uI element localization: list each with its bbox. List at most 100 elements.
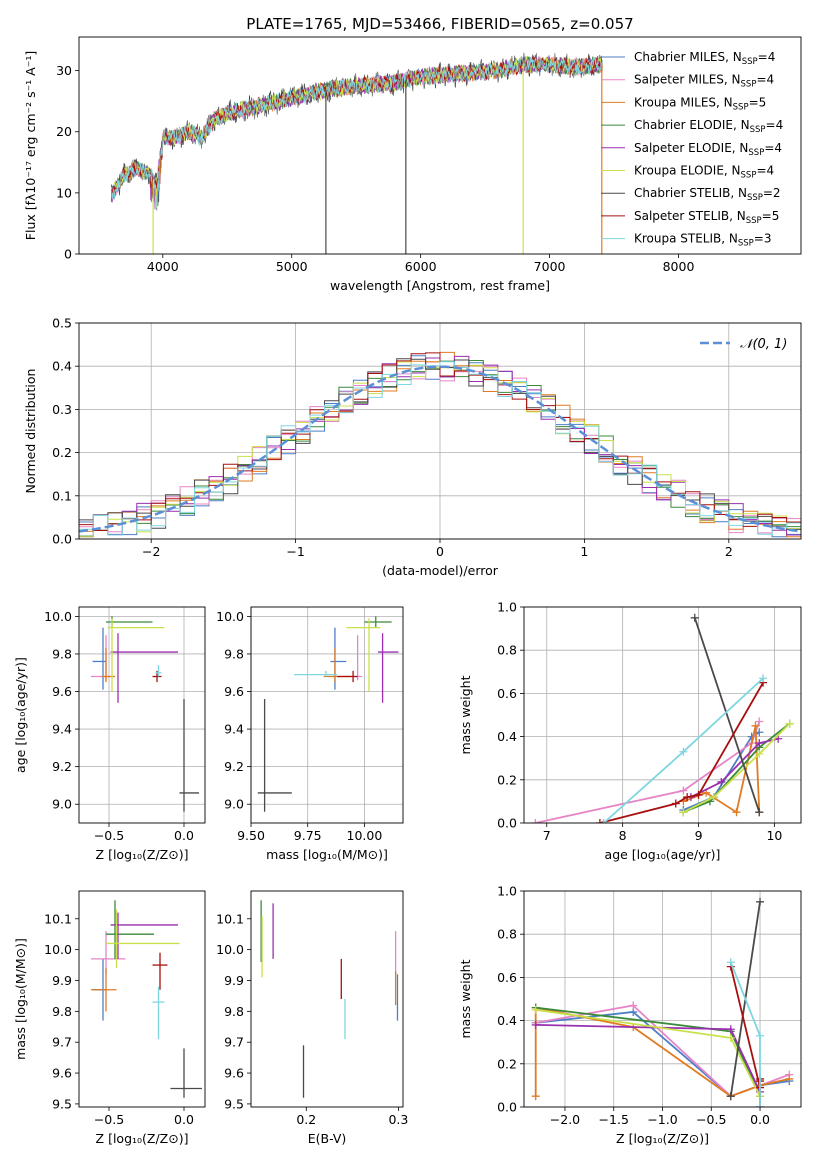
weight_vs_age-plot-area [531, 613, 794, 823]
y-tick-label: 0.4 [497, 1013, 517, 1028]
y-tick-label: 9.8 [52, 1004, 72, 1019]
errorbar-point-0 [92, 627, 106, 690]
x-tick-label: −0.5 [94, 828, 124, 843]
y-tick-label: 9.4 [52, 722, 72, 737]
x-tick-label: 0.0 [174, 1112, 194, 1127]
y-axis-label: Normed distribution [23, 369, 38, 494]
y-tick-label: 9.8 [52, 646, 72, 661]
errorbar-point-3 [106, 900, 154, 959]
errorbar-point-1 [91, 635, 111, 681]
y-axis-label: mass weight [458, 675, 473, 754]
y-tick-label: 0.2 [497, 772, 517, 787]
weight-marker [756, 1031, 765, 1040]
axes-frame [78, 322, 802, 540]
spectrum-line-8 [110, 56, 603, 212]
y-tick-label: 9.4 [224, 722, 244, 737]
x-tick-label: −1 [286, 544, 304, 559]
errorbar-point-2 [101, 648, 115, 683]
weight-marker [694, 790, 703, 799]
y-tick-label: 0.8 [497, 927, 517, 942]
y-tick-label: 0.4 [52, 359, 72, 374]
weight-marker [679, 808, 688, 817]
age_vs_mass-plot-area [257, 616, 399, 812]
y-axis-label: age [log₁₀(age/yr)] [13, 657, 28, 773]
weight-line-0 [683, 731, 760, 811]
age_vs_Z-axes: −0.5 0.0 9.0 9.2 9.4 9.6 9.8 10.0 Z [log₁₀(Z/Z⊙)… [13, 606, 206, 862]
y-tick-label: 20 [56, 124, 72, 139]
x-tick-label: −2 [142, 544, 160, 559]
weight-marker [732, 808, 741, 817]
x-tick-label: −1.0 [647, 1112, 677, 1127]
axes-frame [78, 890, 206, 1108]
y-tick-label: 9.0 [224, 797, 244, 812]
x-tick-label: 8000 [663, 259, 695, 274]
legend-label: Kroupa ELODIE, NSSP=4 [634, 164, 774, 181]
mass_vs_Z-plot-area [91, 900, 202, 1098]
x-tick-label: 2 [725, 544, 733, 559]
y-tick-label: 9.5 [52, 1096, 72, 1111]
legend-label: Chabrier ELODIE, NSSP=4 [634, 118, 783, 135]
x-tick-label: −0.5 [94, 1112, 124, 1127]
weight-line-5 [535, 1008, 761, 1097]
y-tick-label: 10.0 [44, 609, 72, 624]
axes-frame [250, 606, 404, 824]
weight-line-2 [683, 725, 761, 814]
errorbar-point-6 [257, 699, 292, 812]
x-axis-label: Z [log₁₀(Z/Z⊙)] [96, 1131, 189, 1146]
errorbar-point-8 [294, 670, 338, 677]
y-tick-label: 1.0 [497, 884, 517, 899]
residuals-legend: 𝒩(0, 1) [700, 337, 787, 352]
weight-marker [785, 719, 794, 728]
mass_vs_ebv-plot-area [260, 900, 399, 1098]
y-tick-label: 10.0 [216, 609, 244, 624]
weight_vs_age-axes: 7 8 9 10 0.0 0.2 0.4 0.6 0.8 1.0 age [log₁₀(age/yr… [458, 600, 802, 862]
weight-marker [690, 613, 699, 622]
errorbar-point-5 [346, 618, 381, 692]
age_vs_mass-axes: 9.50 9.75 10.00 9.0 9.2 9.4 9.6 9.8 10.0 mass [lo… [216, 606, 404, 862]
x-tick-label: −0.5 [696, 1112, 726, 1127]
weight_vs_Z-plot-area [531, 897, 794, 1107]
x-tick-label: 7 [543, 828, 551, 843]
y-tick-label: 9.7 [224, 1035, 244, 1050]
weight-marker [531, 1092, 540, 1101]
residuals-axes: −2 −1 0 1 2 0.0 0.1 0.2 0.3 0.4 0.5 (data-model)/er… [23, 316, 802, 578]
y-axis-label: mass [log₁₀(M/M⊙)] [13, 938, 28, 1060]
errorbar-point-8 [152, 986, 165, 1040]
errorbar-point-2 [91, 968, 117, 1012]
y-tick-label: 0.6 [497, 970, 517, 985]
x-tick-label: 7000 [534, 259, 566, 274]
y-tick-label: 1.0 [497, 600, 517, 615]
errorbar-point-4 [110, 912, 178, 959]
errorbar-point-7 [337, 670, 358, 683]
y-tick-label: 30 [56, 63, 72, 78]
y-tick-label: 0.4 [497, 729, 517, 744]
legend-label: Chabrier STELIB, NSSP=2 [634, 186, 781, 203]
errorbar-point-0 [330, 627, 347, 690]
x-axis-label: wavelength [Angstrom, rest frame] [330, 278, 550, 293]
y-tick-label: 9.2 [224, 759, 244, 774]
weight-marker [751, 721, 760, 730]
errorbar-point-3 [106, 616, 153, 628]
errorbar-point-6 [179, 699, 199, 812]
mass_vs_ebv-axes: 0.2 0.3 9.5 9.6 9.7 9.8 9.9 10.0 10.1 E(B-V) [216, 890, 408, 1146]
axes-frame [523, 606, 802, 824]
errorbar-point-7 [152, 952, 168, 990]
y-tick-label: 0 [64, 247, 72, 262]
weight-marker [756, 1103, 765, 1107]
y-tick-label: 9.9 [224, 973, 244, 988]
y-tick-label: 10.0 [44, 942, 72, 957]
errorbar-point-1 [339, 635, 363, 681]
legend-label: Salpeter MILES, NSSP=4 [634, 73, 774, 90]
weight-line-4 [690, 737, 779, 798]
x-axis-label: Z [log₁₀(Z/Z⊙)] [96, 847, 189, 862]
weight-line-3 [683, 722, 791, 814]
y-tick-label: 0.5 [52, 316, 72, 331]
x-axis-label: (data-model)/error [382, 563, 499, 578]
y-tick-label: 0.2 [497, 1056, 517, 1071]
x-tick-label: 9.75 [294, 828, 322, 843]
weight-marker [629, 1001, 638, 1010]
y-tick-label: 9.0 [52, 797, 72, 812]
y-axis-label: Flux [fλ10⁻¹⁷ erg cm⁻² s⁻¹ A⁻¹] [23, 51, 38, 240]
weight-marker [756, 897, 765, 906]
